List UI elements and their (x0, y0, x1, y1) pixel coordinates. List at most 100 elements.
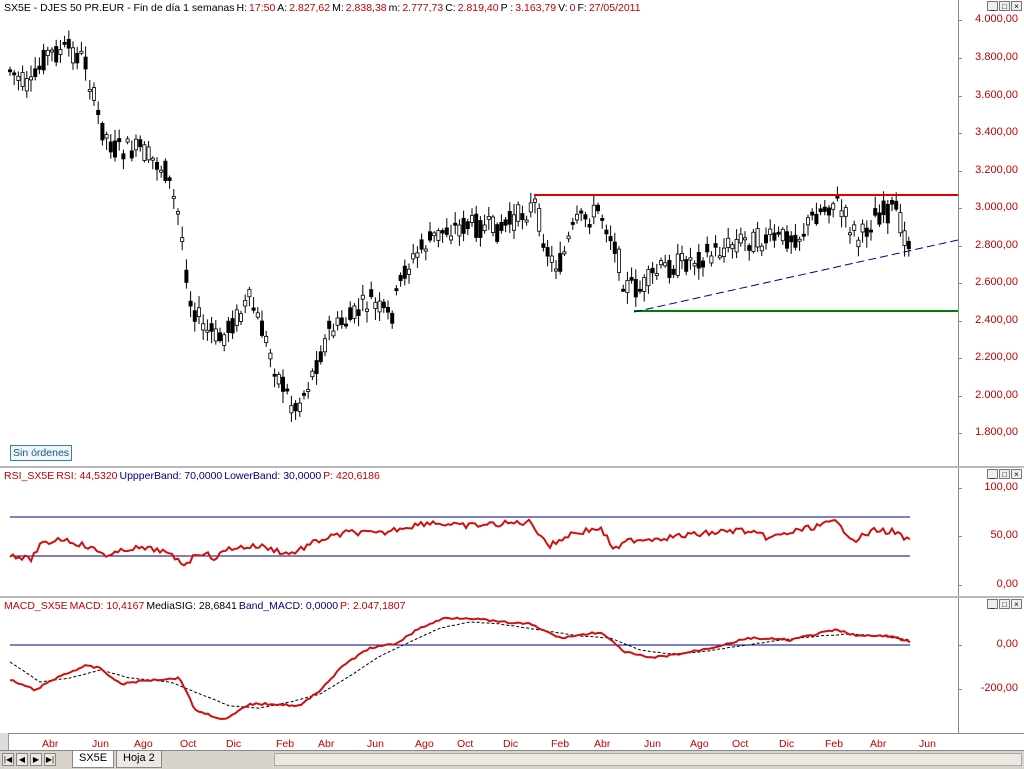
candle-body (213, 328, 218, 342)
candle-body (113, 140, 118, 158)
candle-body (814, 213, 819, 225)
orders-button[interactable]: Sin órdenes (10, 445, 73, 461)
candle-body (692, 263, 697, 267)
header-field: 2.777,73 (402, 2, 444, 14)
candle-body (322, 338, 327, 353)
candle-body (759, 245, 764, 252)
candle-body (171, 195, 176, 199)
header-field: 27/05/2011 (588, 2, 641, 14)
macd-line (9, 616, 911, 720)
candle-body (575, 213, 580, 221)
minimize-button[interactable]: _ (987, 1, 998, 11)
candle-body (398, 274, 403, 281)
candle-body (638, 288, 643, 292)
candle-body (390, 312, 395, 324)
tab-sx5e[interactable]: SX5E (72, 751, 115, 768)
candle-body (41, 49, 46, 71)
candle-body (54, 46, 59, 63)
candle-body (793, 234, 798, 248)
horizontal-scrollbar[interactable] (274, 753, 1022, 766)
candle-body (537, 208, 542, 232)
x-axis: Abr Jun Ago Oct Dic Feb Abr Jun Ago Oct Dic Feb Abr J… (0, 733, 1024, 751)
candle-body (251, 307, 256, 311)
candle-body (764, 234, 769, 244)
maximize-button[interactable]: □ (999, 1, 1010, 11)
first-sheet-button[interactable]: |◀ (2, 753, 14, 766)
candle-body (596, 204, 601, 212)
candle-body (280, 376, 285, 392)
minimize-button[interactable]: _ (987, 599, 998, 609)
y-tick-label: 100,00 (984, 481, 1018, 493)
x-tick-label: Jun (367, 738, 384, 750)
candle-body (234, 309, 239, 326)
candle-body (369, 289, 374, 298)
y-tick-mark (958, 396, 962, 397)
header-field: F: (577, 2, 587, 14)
header-field: 3.163,79 (515, 2, 557, 14)
y-tick-label: 2.000,00 (975, 389, 1018, 401)
candle-body (822, 206, 827, 212)
candle-body (364, 308, 369, 312)
candle-body (71, 47, 76, 64)
candle-body (722, 247, 727, 257)
x-axis-scroll-left[interactable] (0, 733, 9, 750)
candle-body (205, 329, 210, 333)
minimize-button[interactable]: _ (987, 469, 998, 479)
candle-body (100, 123, 105, 141)
candle-body (222, 334, 227, 346)
maximize-button[interactable]: □ (999, 469, 1010, 479)
close-button[interactable]: × (1011, 599, 1022, 609)
candle-body (549, 255, 554, 263)
candle-body (104, 134, 109, 139)
pane-separator[interactable] (0, 596, 1024, 598)
candle-body (906, 240, 911, 250)
last-sheet-button[interactable]: ▶| (44, 753, 56, 766)
candle-body (663, 262, 668, 267)
candle-body (415, 252, 420, 258)
price-window-buttons: _ □ × (987, 1, 1022, 11)
candle-body (129, 150, 134, 159)
candle-body (50, 49, 55, 53)
maximize-button[interactable]: □ (999, 599, 1010, 609)
candle-body (751, 231, 756, 252)
header-field: RSI: 44,5320 (56, 470, 118, 482)
candle-body (520, 213, 525, 221)
candle-body (276, 374, 281, 385)
candle-body (79, 50, 84, 54)
y-tick-mark (958, 488, 962, 489)
candle-body (541, 243, 546, 248)
price-plot-area[interactable]: SX5E - DJES 50 PR.EUR - Fin de día 1 sem… (0, 0, 959, 466)
header-field: MediaSIG: 28,6841 (146, 600, 237, 612)
header-field: m: (388, 2, 401, 14)
rsi-chart (9, 516, 911, 567)
candle-body (818, 208, 823, 213)
x-tick-label: Jun (919, 738, 936, 750)
candle-body (902, 230, 907, 246)
candle-body (717, 255, 722, 259)
y-tick-mark (958, 321, 962, 322)
close-button[interactable]: × (1011, 1, 1022, 11)
header-field: 2.827,62 (289, 2, 331, 14)
prev-sheet-button[interactable]: ◀ (16, 753, 28, 766)
macd-plot-area[interactable]: MACD_SX5E MACD: 10,4167 MediaSIG: 28,6841 B… (0, 598, 959, 733)
x-tick-label: Dic (226, 738, 242, 750)
candle-body (591, 204, 596, 218)
candle-body (713, 243, 718, 248)
next-sheet-button[interactable]: ▶ (30, 753, 42, 766)
rsi-plot-area[interactable]: RSI_SX5E RSI: 44,5320 UppperBand: 70,0000 L… (0, 468, 959, 596)
candle-body (600, 218, 605, 221)
candle-body (490, 216, 495, 233)
candle-body (780, 228, 785, 242)
candle-body (499, 221, 504, 231)
candle-body (734, 238, 739, 253)
candle-body (688, 257, 693, 261)
candle-body (579, 210, 584, 214)
candle-body (747, 245, 752, 251)
tab-hoja-2[interactable]: Hoja 2 (116, 751, 162, 768)
pane-separator[interactable] (0, 466, 1024, 468)
close-button[interactable]: × (1011, 469, 1022, 479)
candle-body (154, 162, 159, 170)
y-tick-label: 0,00 (996, 638, 1018, 650)
y-tick-label: 1.800,00 (975, 426, 1018, 438)
candle-body (486, 216, 491, 220)
